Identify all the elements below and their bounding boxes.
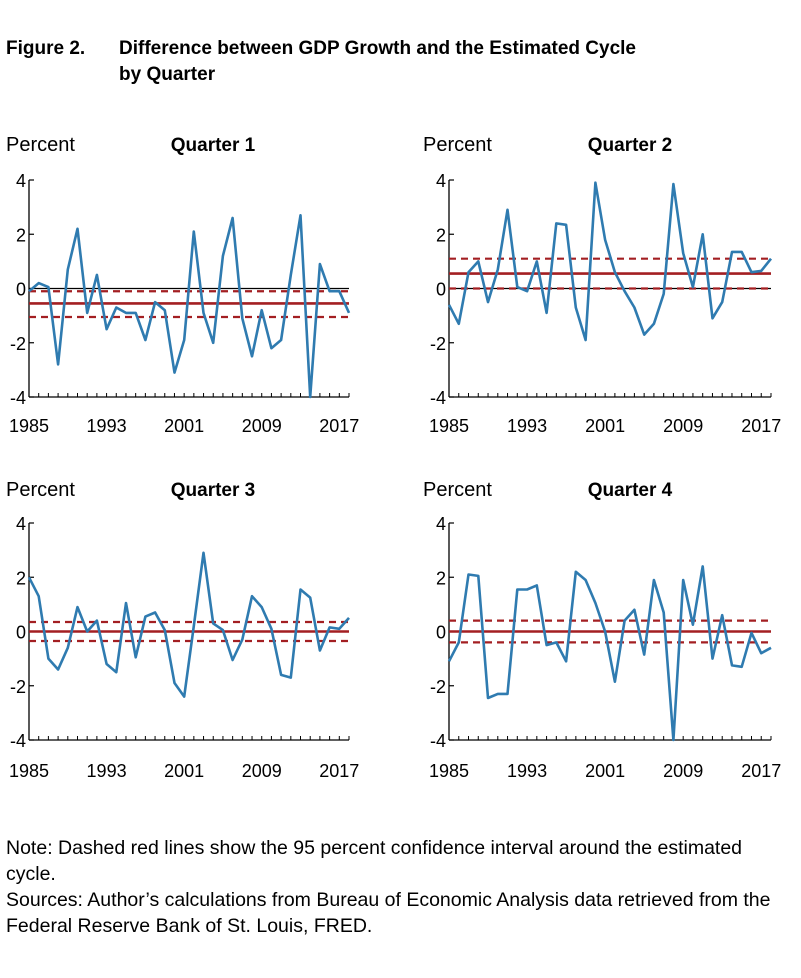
q3-y-tick-label: 0 (16, 623, 26, 643)
q1-unit-label: Percent (6, 134, 75, 156)
q4-y-tick-label: 2 (436, 568, 446, 588)
q4-x-tick-label: 2017 (741, 761, 781, 781)
q2-y-tick-label: 0 (436, 280, 446, 300)
q1-y-tick-label: -2 (10, 334, 26, 354)
q4-unit-label: Percent (423, 479, 492, 501)
q3-y-tick-label: 4 (16, 514, 26, 534)
q2-y-tick-label: 2 (436, 225, 446, 245)
q1-y-tick-label: -4 (10, 388, 26, 408)
q2-y-tick-label: -4 (430, 388, 446, 408)
q4-y-tick-label: 4 (436, 514, 446, 534)
q4-panel-title: Quarter 4 (588, 480, 673, 501)
q2-x-tick-label: 2009 (663, 416, 703, 436)
q4-y-tick-label: 0 (436, 623, 446, 643)
q4-y-tick-label: -2 (430, 677, 446, 697)
q3-unit-label: Percent (6, 479, 75, 501)
q1-y-tick-label: 4 (16, 171, 26, 191)
q2-x-tick-label: 2017 (741, 416, 781, 436)
q1-x-tick-label: 1985 (9, 416, 49, 436)
notes: Note: Dashed red lines show the 95 perce… (6, 835, 796, 939)
q3-x-tick-label: 1993 (87, 761, 127, 781)
q4-difference-series-line (447, 565, 772, 742)
q4-x-tick-label: 2001 (585, 761, 625, 781)
q2-y-tick-label: 4 (436, 171, 446, 191)
q2-x-tick-label: 1985 (429, 416, 469, 436)
q3-x-tick-label: 2017 (319, 761, 359, 781)
q3-difference-series-line (27, 551, 350, 698)
q2-unit-label: Percent (423, 134, 492, 156)
q2-x-tick-label: 2001 (585, 416, 625, 436)
sources-text: Sources: Author’s calculations from Bure… (6, 889, 771, 937)
figure-title-text: Difference between GDP Growth and the Es… (119, 38, 636, 85)
figure-label: Figure 2. (6, 38, 86, 59)
q1-difference-series-line (28, 214, 351, 399)
q2-x-tick-label: 1993 (507, 416, 547, 436)
q3-y-tick-label: -4 (10, 731, 26, 751)
q1-panel-title: Quarter 1 (171, 135, 256, 156)
q3-x-tick-label: 1985 (9, 761, 49, 781)
q4-x-tick-label: 2009 (663, 761, 703, 781)
q1-x-tick-label: 2017 (319, 416, 359, 436)
q4-y-tick-label: -4 (430, 731, 446, 751)
q1-y-tick-label: 2 (16, 225, 26, 245)
q1-x-tick-label: 2009 (242, 416, 282, 436)
q2-y-tick-label: -2 (430, 334, 446, 354)
q3-y-tick-label: -2 (10, 677, 26, 697)
q3-panel-title: Quarter 3 (171, 480, 255, 501)
q2-panel-title: Quarter 2 (588, 135, 672, 156)
q3-x-tick-label: 2001 (164, 761, 204, 781)
q3-y-tick-label: 2 (16, 568, 26, 588)
note-text: Note: Dashed red lines show the 95 perce… (6, 837, 743, 885)
q2-difference-series-line (447, 181, 773, 342)
q1-x-tick-label: 2001 (164, 416, 204, 436)
q3-x-tick-label: 2009 (242, 761, 282, 781)
q4-x-tick-label: 1985 (429, 761, 469, 781)
q1-y-tick-label: 0 (16, 280, 26, 300)
q4-x-tick-label: 1993 (507, 761, 547, 781)
q1-x-tick-label: 1993 (87, 416, 127, 436)
